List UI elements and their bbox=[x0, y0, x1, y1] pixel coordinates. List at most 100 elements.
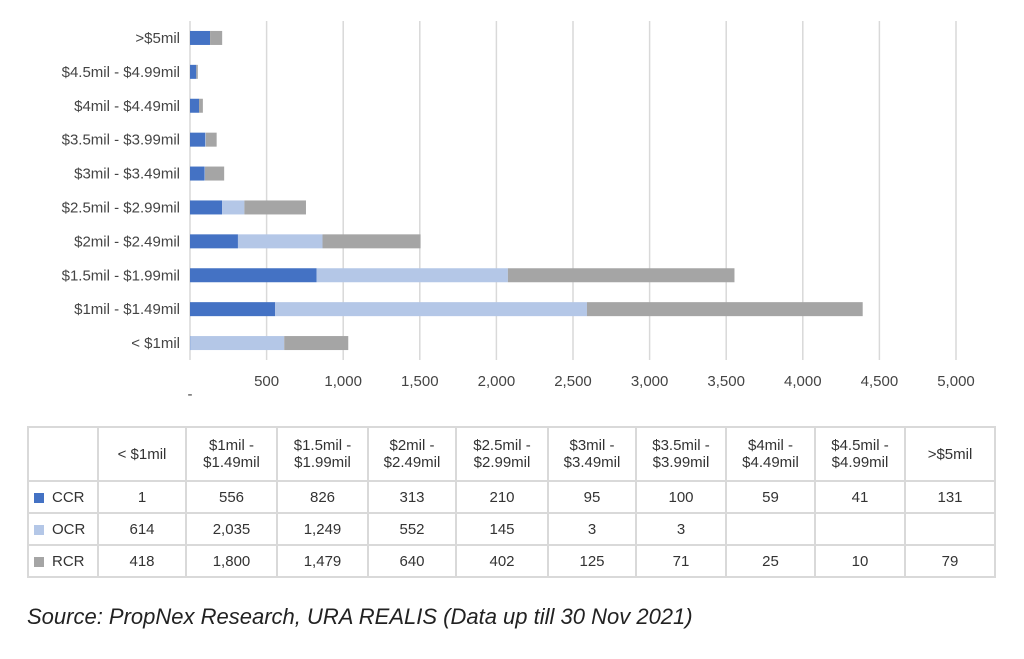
bar-ocr bbox=[275, 302, 587, 317]
header-line: $1.49mil bbox=[203, 454, 260, 471]
bar-rcr bbox=[284, 336, 349, 351]
table-cell: 402 bbox=[455, 544, 549, 578]
table-cell: 131 bbox=[904, 480, 996, 514]
bar-ccr bbox=[190, 302, 276, 317]
table-header-cell: >$5mil bbox=[904, 426, 996, 482]
x-tick-label: 5,000 bbox=[937, 373, 975, 390]
x-tick-label: 4,500 bbox=[861, 373, 899, 390]
x-tick-label: 3,500 bbox=[707, 373, 745, 390]
x-tick-label: - bbox=[188, 386, 193, 403]
bar-rcr bbox=[205, 166, 225, 181]
category-label: $2mil - $2.49mil bbox=[74, 233, 180, 250]
bar-ccr bbox=[190, 64, 197, 79]
table-cell: 418 bbox=[97, 544, 187, 578]
table-header-cell: $4.5mil - $4.99mil bbox=[814, 426, 906, 482]
legend-swatch bbox=[34, 556, 44, 567]
table-cell: 1,800 bbox=[185, 544, 278, 578]
header-line: $3mil - bbox=[569, 437, 615, 454]
bar-ccr bbox=[190, 30, 211, 45]
table-row: CCR 1 556 826 313 210 95 100 59 41 131 bbox=[27, 480, 996, 514]
table-cell: 145 bbox=[455, 512, 549, 546]
header-line: $1.99mil bbox=[294, 454, 351, 471]
table-header-cell: $4mil - $4.49mil bbox=[725, 426, 816, 482]
table-cell: 10 bbox=[814, 544, 906, 578]
bar-ocr bbox=[205, 132, 206, 147]
legend-label: OCR bbox=[52, 520, 86, 538]
header-line: $4.49mil bbox=[742, 454, 799, 471]
header-line: $1mil - bbox=[208, 437, 254, 454]
table-cell: 313 bbox=[367, 480, 457, 514]
table-header-cell: $1.5mil - $1.99mil bbox=[276, 426, 369, 482]
header-line: < $1mil bbox=[117, 445, 167, 463]
bar-rcr bbox=[322, 234, 421, 249]
table-cell: 552 bbox=[367, 512, 457, 546]
bar-rcr bbox=[205, 132, 217, 147]
table-cell: 79 bbox=[904, 544, 996, 578]
bar-ccr bbox=[190, 268, 317, 283]
table-cell bbox=[904, 512, 996, 546]
x-tick-label: 4,000 bbox=[784, 373, 822, 390]
category-label: $3.5mil - $3.99mil bbox=[62, 132, 180, 149]
x-tick-label: 500 bbox=[254, 373, 279, 390]
header-line: $1.5mil - bbox=[293, 437, 352, 454]
table-header-cell: $1mil - $1.49mil bbox=[185, 426, 278, 482]
legend-swatch bbox=[34, 492, 44, 503]
table-cell: 3 bbox=[547, 512, 637, 546]
category-label: $2.5mil - $2.99mil bbox=[62, 199, 180, 216]
header-line: $4.99mil bbox=[831, 454, 889, 471]
legend-cell: CCR bbox=[27, 480, 99, 514]
table-cell: 826 bbox=[276, 480, 369, 514]
bar-ocr bbox=[204, 166, 206, 181]
bar-ccr bbox=[190, 98, 200, 113]
table-cell: 1,479 bbox=[276, 544, 369, 578]
x-tick-label: 3,000 bbox=[631, 373, 669, 390]
table-cell: 210 bbox=[455, 480, 549, 514]
bar-ocr bbox=[222, 200, 245, 215]
table-header-cell: < $1mil bbox=[97, 426, 187, 482]
category-label: $4.5mil - $4.99mil bbox=[62, 64, 180, 81]
category-label: $4mil - $4.49mil bbox=[74, 98, 180, 115]
category-label: < $1mil bbox=[131, 335, 180, 352]
header-line: $4.5mil - bbox=[831, 437, 889, 454]
source-note: Source: PropNex Research, URA REALIS (Da… bbox=[27, 604, 693, 629]
table-header-cell: $2mil - $2.49mil bbox=[367, 426, 457, 482]
stacked-bar-chart: - 500 1,000 1,500 2,000 2,500 3,000 3,500 4,000 4… bbox=[62, 21, 975, 403]
table-cell: 1,249 bbox=[276, 512, 369, 546]
table-corner-cell bbox=[27, 426, 99, 482]
bar-ccr bbox=[190, 132, 206, 147]
category-label: $1.5mil - $1.99mil bbox=[62, 267, 180, 284]
table-header-cell: $3.5mil - $3.99mil bbox=[635, 426, 727, 482]
category-label: $3mil - $3.49mil bbox=[74, 166, 180, 183]
x-tick-label: 2,500 bbox=[554, 373, 592, 390]
bar-rcr bbox=[196, 64, 198, 79]
header-line: >$5mil bbox=[927, 445, 973, 463]
legend-label: RCR bbox=[52, 552, 85, 570]
table-cell: 2,035 bbox=[185, 512, 278, 546]
bar-ccr bbox=[190, 200, 223, 215]
bar-ccr bbox=[190, 166, 205, 181]
bar-rcr bbox=[586, 302, 863, 317]
table-header-cell: $3mil - $3.49mil bbox=[547, 426, 637, 482]
bar-ocr bbox=[237, 234, 323, 249]
legend-swatch bbox=[34, 524, 44, 535]
table-header-row: < $1mil $1mil - $1.49mil $1.5mil - $1.99mil $… bbox=[27, 426, 996, 482]
legend-cell: OCR bbox=[27, 512, 99, 546]
table-cell bbox=[725, 512, 816, 546]
header-line: $3.99mil bbox=[652, 454, 710, 471]
legend-cell: RCR bbox=[27, 544, 99, 578]
bar-rcr bbox=[199, 98, 203, 113]
bar-rcr bbox=[210, 30, 223, 45]
category-label: >$5mil bbox=[135, 30, 180, 47]
x-tick-label: 1,500 bbox=[401, 373, 439, 390]
table-cell: 125 bbox=[547, 544, 637, 578]
bar-ocr bbox=[316, 268, 508, 283]
table-cell: 1 bbox=[97, 480, 187, 514]
x-tick-label: 2,000 bbox=[478, 373, 516, 390]
table-cell: 59 bbox=[725, 480, 816, 514]
table-cell: 614 bbox=[97, 512, 187, 546]
header-line: $4mil - bbox=[747, 437, 793, 454]
data-table: < $1mil $1mil - $1.49mil $1.5mil - $1.99mil $… bbox=[27, 426, 996, 578]
header-line: $3.49mil bbox=[563, 454, 621, 471]
table-cell: 25 bbox=[725, 544, 816, 578]
header-line: $2mil - bbox=[389, 437, 435, 454]
